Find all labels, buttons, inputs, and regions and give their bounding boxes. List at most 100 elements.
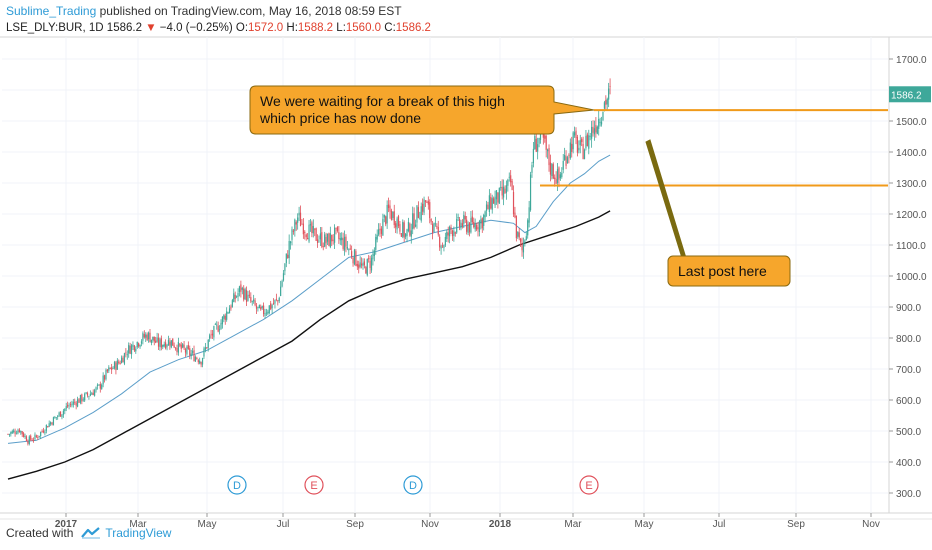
candle-body <box>471 216 473 223</box>
candle-body <box>484 211 486 218</box>
candle-body <box>518 232 520 238</box>
candle-body <box>34 434 36 440</box>
y-tick-label: 400.0 <box>896 458 921 469</box>
candle-body <box>155 340 157 343</box>
candle-body <box>565 156 567 166</box>
candle-body <box>335 227 337 229</box>
candle-body <box>261 306 263 309</box>
x-tick-label: Jul <box>277 519 290 530</box>
candle-body <box>568 155 570 157</box>
candle-body <box>233 293 235 302</box>
candle-body <box>339 238 341 241</box>
x-tick-label: Nov <box>421 519 439 530</box>
candle-body <box>91 393 93 395</box>
candle-body <box>329 233 331 248</box>
candle-body <box>245 290 248 302</box>
candle-body <box>494 196 496 206</box>
candle-body <box>217 325 219 332</box>
candle-body <box>169 341 171 346</box>
candle-body <box>478 220 481 232</box>
callouts[interactable]: We were waiting for a break of this high… <box>249 85 791 287</box>
candle-body <box>426 202 428 203</box>
earnings-event-marker[interactable]: E <box>579 475 599 495</box>
dividend-event-marker[interactable]: D <box>403 475 423 495</box>
candle-body <box>356 263 358 267</box>
candle-body <box>302 223 304 235</box>
candle-body <box>535 138 537 152</box>
candle-body <box>431 224 434 234</box>
candle-body <box>383 214 385 218</box>
callout-break-high[interactable]: We were waiting for a break of this high… <box>249 85 595 135</box>
candle-body <box>98 384 100 386</box>
tradingview-brand[interactable]: TradingView <box>81 526 171 540</box>
candle-body <box>52 417 55 426</box>
candle-body <box>341 237 343 241</box>
candle-body <box>596 126 598 134</box>
candle-body <box>153 336 155 342</box>
author-link[interactable]: Sublime_Trading <box>6 4 97 18</box>
candle-body <box>436 226 438 228</box>
candle-body <box>253 299 255 302</box>
candle-body <box>105 369 107 380</box>
candle-body <box>529 174 532 211</box>
candle-body <box>240 284 242 292</box>
candle-body <box>130 345 133 355</box>
earnings-event-marker[interactable]: E <box>304 475 324 495</box>
candle-body <box>50 422 52 425</box>
event-circle <box>579 475 599 495</box>
candle-body <box>433 223 435 232</box>
candle-body <box>162 344 164 347</box>
symbol-label[interactable]: LSE_DLY:BUR, 1D <box>6 22 104 34</box>
candle-body <box>352 257 354 264</box>
candle-body <box>583 149 586 160</box>
candle-body <box>270 303 272 310</box>
event-label: D <box>233 480 241 492</box>
candle-body <box>324 234 326 247</box>
candle-body <box>277 300 279 302</box>
x-tick-label: 2018 <box>489 519 512 530</box>
candle-body <box>170 340 172 348</box>
candle-body <box>85 392 87 394</box>
candle-body <box>103 375 106 380</box>
candle-body <box>531 164 533 173</box>
candle-body <box>81 394 83 402</box>
callout-last-post[interactable]: Last post here <box>645 139 791 287</box>
candle-body <box>228 308 231 314</box>
event-label: E <box>310 480 317 492</box>
candle-body <box>247 294 249 301</box>
candle-body <box>309 224 312 226</box>
candle-body <box>488 195 490 213</box>
horizontal-levels[interactable] <box>540 109 888 187</box>
candle-body <box>10 432 12 435</box>
candle-body <box>304 231 306 234</box>
candle-body <box>502 186 505 198</box>
candle-body <box>13 430 15 432</box>
candle-body <box>365 266 367 274</box>
candle-body <box>564 155 566 161</box>
candle-body <box>92 392 94 396</box>
candle-body <box>94 390 96 396</box>
candle-body <box>393 211 395 226</box>
event-label: D <box>409 480 417 492</box>
candle-body <box>368 258 370 260</box>
candles <box>7 78 611 446</box>
candle-body <box>139 344 141 347</box>
candle-body <box>322 246 324 248</box>
candle-body <box>211 333 214 336</box>
candle-body <box>319 233 321 240</box>
candle-body <box>147 332 150 340</box>
candle-body <box>318 240 320 242</box>
candle-body <box>207 339 209 348</box>
candle-body <box>64 408 66 412</box>
candle-body <box>360 263 363 266</box>
candle-body <box>520 238 522 242</box>
candle-body <box>67 404 69 407</box>
x-tick-label: Sep <box>346 519 364 530</box>
candle-body <box>544 135 546 139</box>
candle-body <box>578 147 580 151</box>
dividend-event-marker[interactable]: D <box>227 475 247 495</box>
event-label: E <box>585 480 592 492</box>
candle-body <box>88 396 90 397</box>
